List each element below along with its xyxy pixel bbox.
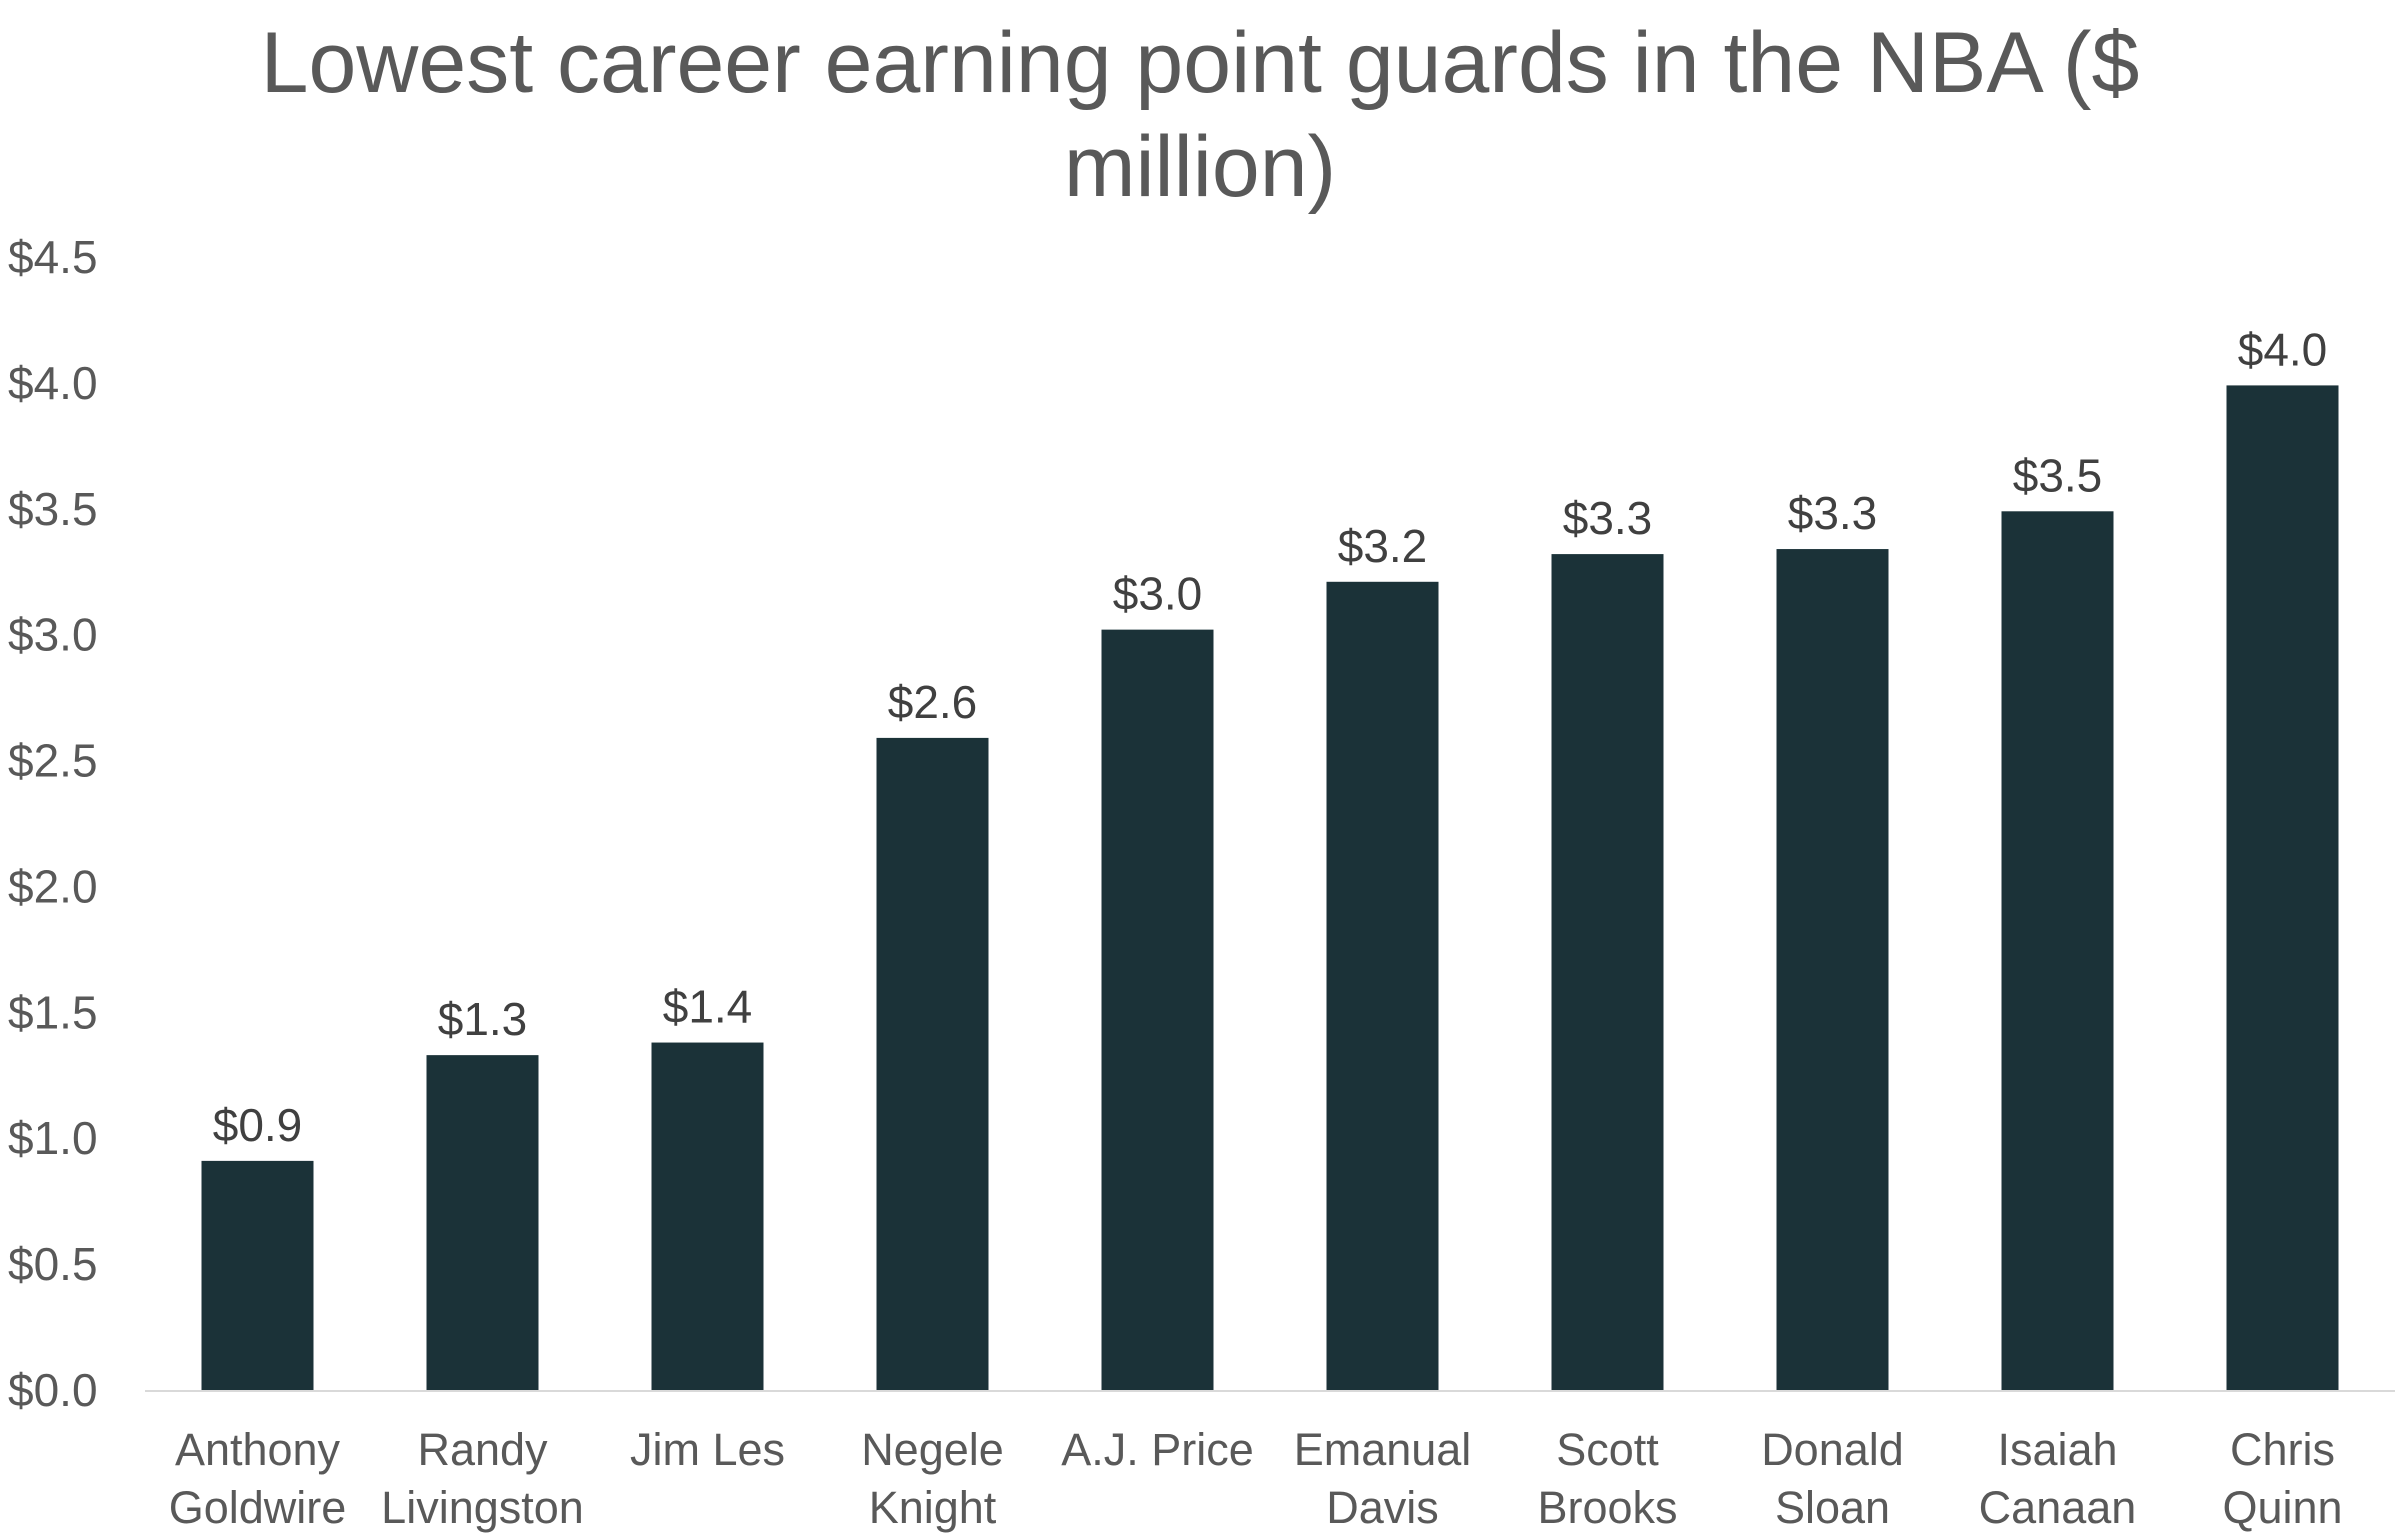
x-tick-label: Canaan [1979, 1482, 2137, 1533]
data-label: $3.5 [2013, 449, 2103, 501]
data-labels: $0.9 $1.3 $1.4 $2.6 $3.0 $3.2 $3.3 $3.3 $3.5 $4.0 [213, 323, 2328, 1150]
x-tick-label: Scott [1556, 1424, 1659, 1475]
data-label: $3.3 [1563, 492, 1653, 544]
x-tick-label: Jim Les [630, 1424, 785, 1475]
chart-title-line: million) [1064, 119, 1336, 215]
x-tick-label: Negele [861, 1424, 1004, 1475]
x-tick-label: Emanual [1294, 1424, 1472, 1475]
y-tick-label: $2.5 [8, 735, 98, 787]
x-tick-label: Sloan [1775, 1482, 1890, 1533]
x-axis: Anthony Goldwire Randy Livingston Jim Les Neg… [145, 1390, 2395, 1533]
x-tick-label: Livingston [381, 1482, 584, 1533]
y-tick-label: $2.0 [8, 860, 98, 912]
bar [876, 737, 989, 1390]
y-tick-label: $0.5 [8, 1238, 98, 1290]
x-tick-label: Anthony [175, 1424, 341, 1475]
bar [1776, 549, 1889, 1390]
x-tick-label: Isaiah [1997, 1424, 2117, 1475]
y-tick-label: $0.0 [8, 1364, 98, 1416]
bars [201, 385, 2339, 1391]
bar [2226, 385, 2339, 1390]
x-tick-label: Donald [1761, 1424, 1904, 1475]
x-tick-label: Randy [417, 1424, 548, 1475]
data-label: $1.4 [663, 981, 753, 1033]
bar [1551, 554, 1664, 1390]
bar [201, 1160, 314, 1390]
data-label: $3.3 [1788, 487, 1878, 539]
data-label: $0.9 [213, 1099, 303, 1151]
bar [426, 1055, 539, 1390]
x-tick-label: Davis [1326, 1482, 1439, 1533]
x-tick-label: Quinn [2222, 1482, 2342, 1533]
data-label: $1.3 [438, 993, 528, 1045]
y-tick-label: $4.0 [8, 357, 98, 409]
data-label: $3.0 [1113, 568, 1203, 620]
y-axis: $0.0 $0.5 $1.0 $1.5 $2.0 $2.5 $3.0 $3.5 $4.0 $4.5 [8, 231, 98, 1416]
data-label: $2.6 [888, 676, 978, 728]
x-tick-label: Chris [2230, 1424, 2335, 1475]
bar [1101, 629, 1214, 1390]
chart-title: Lowest career earning point guards in th… [261, 15, 2140, 215]
y-tick-label: $3.5 [8, 483, 98, 535]
x-tick-label: Brooks [1537, 1482, 1677, 1533]
bar [651, 1042, 764, 1390]
x-tick-label: A.J. Price [1061, 1424, 1254, 1475]
bar [1326, 581, 1439, 1390]
x-tick-label: Goldwire [169, 1482, 347, 1533]
x-tick-label: Knight [869, 1482, 997, 1533]
y-tick-label: $4.5 [8, 231, 98, 283]
y-tick-label: $3.0 [8, 609, 98, 661]
bar [2001, 511, 2114, 1391]
y-tick-label: $1.0 [8, 1112, 98, 1164]
chart-title-line: Lowest career earning point guards in th… [261, 15, 2140, 111]
data-label: $3.2 [1338, 520, 1428, 572]
y-tick-label: $1.5 [8, 986, 98, 1038]
data-label: $4.0 [2238, 323, 2328, 375]
